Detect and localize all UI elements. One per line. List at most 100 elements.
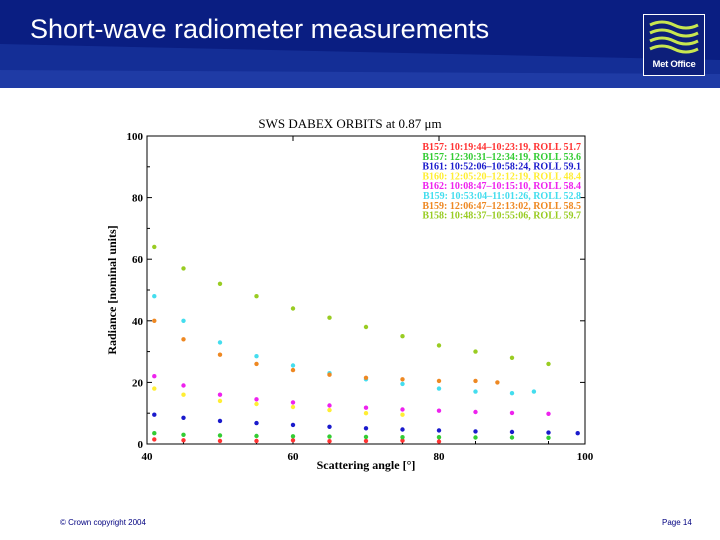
data-point (254, 294, 259, 299)
legend-entry: B157: 12:30:31–12:34:19, ROLL 53.6 (422, 152, 581, 163)
data-point (400, 334, 405, 339)
data-point (495, 380, 500, 385)
data-point (181, 318, 186, 323)
x-tick-label: 80 (434, 451, 446, 463)
data-point (363, 411, 369, 416)
data-point (254, 433, 259, 439)
data-point (327, 315, 332, 320)
data-point (254, 401, 259, 407)
x-tick-label: 60 (288, 451, 300, 463)
data-point (400, 435, 405, 440)
data-point (181, 266, 186, 271)
data-point (254, 397, 259, 402)
data-point (181, 337, 186, 342)
data-point (546, 435, 551, 440)
y-tick-label: 60 (132, 254, 144, 266)
data-point (152, 318, 157, 323)
data-point (254, 438, 259, 444)
data-point (363, 324, 369, 330)
data-point (546, 411, 551, 416)
y-axis-label: Radiance [nominal units] (105, 225, 119, 354)
data-point (575, 431, 580, 436)
data-point (400, 412, 405, 417)
data-point (254, 420, 259, 426)
data-point (327, 372, 332, 377)
legend-entry: B159: 12:06:47–12:13:02, ROLL 58.5 (422, 201, 581, 212)
data-point (509, 391, 515, 396)
legend-entry: B158: 10:48:37–10:55:06, ROLL 59.7 (422, 211, 581, 222)
legend-entry: B157: 10:19:44–10:23:19, ROLL 51.7 (422, 142, 581, 153)
data-point (509, 435, 515, 440)
data-point (473, 378, 478, 384)
legend-entry: B162: 10:08:47–10:15:10, ROLL 58.4 (422, 181, 581, 192)
data-point (152, 431, 157, 436)
data-point (181, 438, 186, 443)
data-point (290, 400, 296, 405)
met-office-logo: Met Office (643, 14, 705, 76)
data-point (327, 403, 332, 408)
chart-title: SWS DABEX ORBITS at 0.87 μm (258, 116, 441, 131)
x-axis-label: Scattering angle [°] (317, 458, 416, 472)
legend-entry: B161: 10:52:06–10:58:24, ROLL 59.1 (422, 162, 581, 173)
data-point (400, 377, 405, 382)
data-point (290, 306, 296, 311)
data-point (217, 438, 223, 444)
data-point (473, 409, 478, 415)
slide-title: Short-wave radiometer measurements (30, 14, 490, 44)
data-point (217, 398, 223, 404)
data-point (217, 352, 223, 357)
data-point (290, 434, 296, 439)
data-point (327, 439, 332, 444)
data-point (436, 408, 442, 413)
data-point (400, 407, 405, 412)
copyright-footer: © Crown copyright 2004 (60, 518, 146, 527)
data-point (327, 434, 332, 439)
legend-entry: B159: 10:53:04–11:01:26, ROLL 52.8 (423, 191, 581, 202)
data-point (436, 439, 442, 444)
data-point (290, 404, 296, 410)
data-point (181, 432, 186, 437)
data-point (217, 281, 223, 286)
data-point (400, 438, 405, 443)
page-number: Page 14 (662, 518, 692, 527)
y-tick-label: 20 (132, 377, 144, 389)
chart-legend: B157: 10:19:44–10:23:19, ROLL 51.7B157: … (422, 142, 581, 222)
data-point (181, 392, 186, 397)
data-point (436, 435, 442, 440)
data-point (473, 349, 478, 354)
data-point (152, 386, 157, 391)
y-tick-label: 40 (132, 316, 144, 328)
y-tick-label: 0 (138, 439, 144, 451)
data-point (363, 426, 369, 431)
data-point (152, 412, 157, 417)
header-background (0, 0, 720, 88)
data-point (436, 343, 442, 348)
data-point (217, 418, 223, 424)
data-point (152, 244, 157, 250)
data-point (290, 367, 296, 373)
data-point (254, 361, 259, 367)
data-point (363, 375, 369, 380)
data-point (473, 435, 478, 440)
logo-text: Met Office (652, 59, 696, 70)
data-point (152, 374, 157, 379)
data-points (152, 244, 580, 444)
data-point (290, 438, 296, 443)
data-point (546, 361, 551, 367)
data-point (363, 434, 369, 440)
data-point (290, 363, 296, 368)
data-point (546, 430, 551, 435)
data-point (509, 410, 515, 416)
data-point (152, 294, 157, 299)
x-tick-label: 40 (142, 451, 154, 463)
data-point (152, 437, 157, 442)
data-point (290, 422, 296, 428)
data-point (473, 389, 478, 394)
data-point (473, 429, 478, 434)
data-point (217, 392, 223, 397)
y-tick-label: 100 (127, 131, 144, 143)
data-point (400, 381, 405, 387)
data-point (509, 429, 515, 435)
data-point (217, 340, 223, 345)
data-point (217, 433, 223, 438)
